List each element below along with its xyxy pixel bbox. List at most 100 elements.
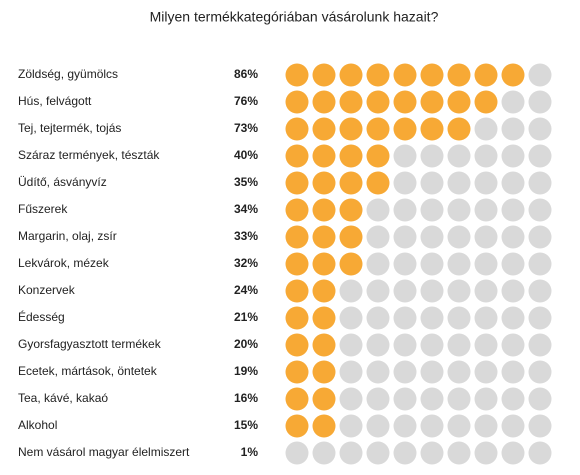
dot [528, 333, 552, 357]
dot [285, 333, 309, 357]
dot [474, 252, 498, 276]
dot [393, 306, 417, 330]
value-label: 35% [234, 175, 258, 189]
dot [285, 252, 309, 276]
value-label: 24% [234, 283, 258, 297]
dot [285, 144, 309, 168]
dot [474, 225, 498, 249]
dot [366, 441, 390, 465]
dot [366, 279, 390, 303]
dot [501, 252, 525, 276]
dot [474, 414, 498, 438]
category-label: Fűszerek [18, 202, 68, 216]
dot [447, 441, 471, 465]
category-label: Zöldség, gyümölcs [18, 67, 118, 81]
dot [339, 441, 363, 465]
dot [474, 198, 498, 222]
dot [474, 90, 498, 114]
dot [339, 225, 363, 249]
dot [339, 333, 363, 357]
dot [474, 360, 498, 384]
dot [312, 414, 336, 438]
value-label: 73% [234, 121, 258, 135]
dot [312, 387, 336, 411]
dot [285, 117, 309, 141]
dot [366, 414, 390, 438]
dot [312, 441, 336, 465]
value-label: 40% [234, 148, 258, 162]
dot [366, 225, 390, 249]
dot [285, 171, 309, 195]
dot [474, 171, 498, 195]
dot [285, 414, 309, 438]
value-label: 19% [234, 364, 258, 378]
dot [501, 63, 525, 87]
dot [528, 144, 552, 168]
dot [447, 198, 471, 222]
dot [474, 279, 498, 303]
dot [501, 306, 525, 330]
dot [501, 333, 525, 357]
dot [339, 279, 363, 303]
dot [339, 144, 363, 168]
dot [393, 90, 417, 114]
dot [366, 63, 390, 87]
category-label: Édesség [18, 309, 65, 324]
dot [501, 90, 525, 114]
dot [393, 225, 417, 249]
category-label: Gyorsfagyasztott termékek [18, 337, 162, 351]
dot [501, 441, 525, 465]
dot [420, 171, 444, 195]
dot [420, 414, 444, 438]
dot [393, 333, 417, 357]
dot [285, 306, 309, 330]
dot [447, 306, 471, 330]
dot [528, 198, 552, 222]
dot [447, 333, 471, 357]
dot [366, 252, 390, 276]
dot [501, 225, 525, 249]
dot [447, 387, 471, 411]
dot [393, 360, 417, 384]
value-label: 1% [241, 445, 259, 459]
dot [501, 117, 525, 141]
category-label: Üdítő, ásványvíz [18, 175, 107, 189]
dot [312, 279, 336, 303]
dot [447, 144, 471, 168]
value-label: 20% [234, 337, 258, 351]
category-label: Konzervek [18, 283, 76, 297]
dot [393, 171, 417, 195]
dot [366, 117, 390, 141]
dot [285, 279, 309, 303]
dot [312, 90, 336, 114]
dot [528, 387, 552, 411]
dot [447, 252, 471, 276]
dot [366, 90, 390, 114]
dot [393, 387, 417, 411]
dot [474, 441, 498, 465]
dot [420, 90, 444, 114]
dot [420, 333, 444, 357]
dot [528, 171, 552, 195]
dot [312, 252, 336, 276]
dot [528, 225, 552, 249]
dot [420, 306, 444, 330]
dot [420, 225, 444, 249]
dot [366, 144, 390, 168]
dot [339, 90, 363, 114]
value-label: 15% [234, 418, 258, 432]
dot [501, 414, 525, 438]
dot [528, 90, 552, 114]
dot [447, 414, 471, 438]
dot [393, 198, 417, 222]
category-label: Ecetek, mártások, öntetek [18, 364, 158, 378]
category-label: Alkohol [18, 418, 57, 432]
dot [393, 63, 417, 87]
dot [420, 252, 444, 276]
dot [420, 144, 444, 168]
dot [501, 279, 525, 303]
value-label: 32% [234, 256, 258, 270]
dot [528, 252, 552, 276]
